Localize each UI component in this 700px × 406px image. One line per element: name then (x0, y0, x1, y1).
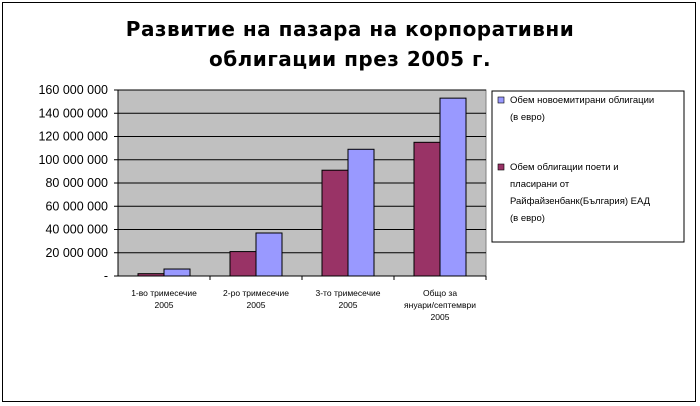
x-tick-label: 2005 (247, 300, 266, 310)
y-tick-label: 60 000 000 (45, 199, 108, 213)
y-tick-label: 100 000 000 (38, 153, 108, 167)
legend-label: (в евро) (510, 112, 545, 123)
legend-label: пласирани от (510, 179, 570, 190)
bar (137, 273, 165, 277)
bar (255, 232, 283, 277)
legend-box (491, 90, 685, 243)
x-tick-label: Общо за (423, 288, 457, 298)
legend-label: Райфайзенбанк(България) ЕАД (510, 196, 651, 207)
bar (439, 97, 467, 277)
legend-swatch (497, 163, 505, 171)
y-tick-label: 80 000 000 (45, 176, 108, 190)
x-tick-label: 2005 (339, 300, 358, 310)
y-tick-label: 120 000 000 (38, 130, 108, 144)
bar (347, 148, 375, 277)
y-tick-label: 20 000 000 (45, 246, 108, 260)
legend-label: (в евро) (510, 213, 545, 224)
x-tick-label: 1-во тримесечие (131, 288, 197, 298)
chart-title-line-2: облигации през 2005 г. (208, 47, 492, 71)
legend-label: Обем новоемитирани облигации (510, 95, 654, 106)
bar (163, 268, 191, 277)
x-tick-label: 2005 (155, 300, 174, 310)
chart-title-line-1: Развитие на пазара на корпоративни (125, 17, 575, 41)
x-tick-label: 2-ро тримесечие (223, 288, 289, 298)
y-tick-label: - (104, 269, 108, 283)
x-tick-label: 3-то тримесечие (316, 288, 381, 298)
x-tick-label: януари/септември (404, 300, 476, 310)
bar (413, 141, 441, 277)
y-tick-label: 140 000 000 (38, 106, 108, 120)
legend-swatch (497, 96, 505, 104)
bar (229, 251, 257, 277)
y-tick-label: 40 000 000 (45, 223, 108, 237)
y-tick-label: 160 000 000 (38, 83, 108, 97)
bar (321, 169, 349, 277)
chart-title: Развитие на пазара на корпоративни облиг… (0, 14, 700, 74)
legend-label: Обем облигации поети и (510, 162, 619, 173)
x-tick-label: 2005 (431, 312, 450, 322)
